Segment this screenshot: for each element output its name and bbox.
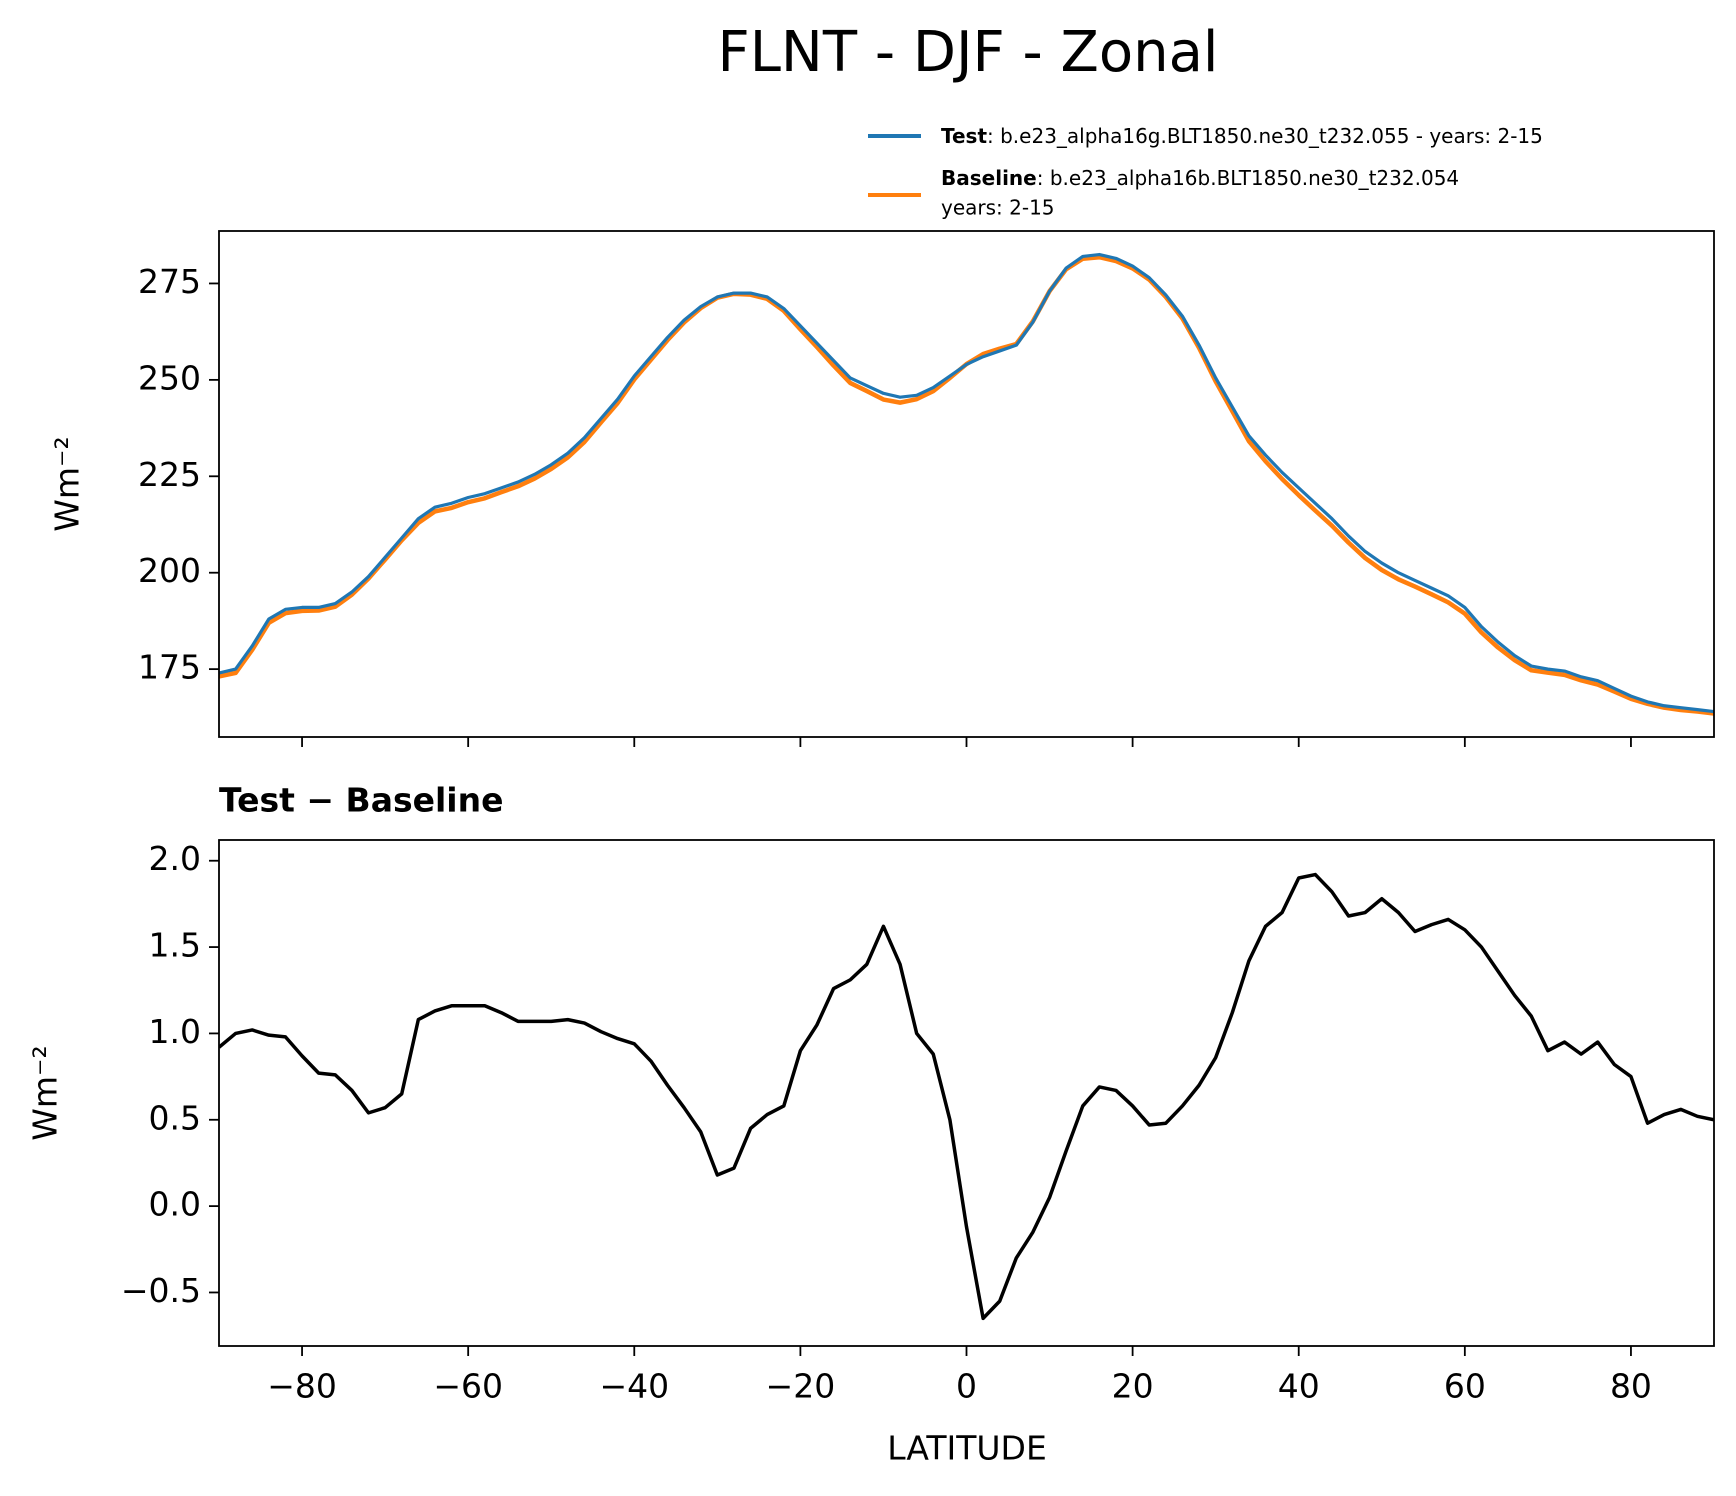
legend-entry: Test: b.e23_alpha16g.BLT1850.ne30_t232.0… [941, 124, 1543, 148]
figure-title: FLNT - DJF - Zonal [718, 20, 1219, 85]
y-tick-label: 275 [138, 262, 201, 301]
x-tick-label: 80 [1610, 1367, 1652, 1406]
data-line [219, 252, 1714, 714]
x-tick-label: −20 [766, 1367, 836, 1406]
y-tick-label: 0.5 [149, 1098, 201, 1137]
x-tick-label: −80 [267, 1367, 337, 1406]
legend: Test: b.e23_alpha16g.BLT1850.ne30_t232.0… [868, 124, 1543, 220]
subplot-title: Test − Baseline [219, 781, 504, 820]
y-tick-label: 175 [138, 648, 201, 687]
x-tick-label: 20 [1112, 1367, 1154, 1406]
y-tick-label: 250 [138, 358, 201, 397]
y-axis-label: Wm⁻² [48, 436, 87, 531]
legend-description: years: 2-15 [941, 196, 1055, 220]
x-tick-label: 0 [956, 1367, 977, 1406]
legend-description: : b.e23_alpha16b.BLT1850.ne30_t232.054 [1037, 166, 1459, 190]
x-tick-label: 60 [1444, 1367, 1486, 1406]
legend-name: Test [941, 124, 987, 148]
plot-frame [218, 230, 1715, 738]
y-tick-label: 2.0 [149, 839, 201, 878]
y-tick-label: 1.5 [149, 926, 201, 965]
legend-description: : b.e23_alpha16g.BLT1850.ne30_t232.055 -… [987, 124, 1543, 148]
legend-name: Baseline [941, 166, 1037, 190]
x-axis-label: LATITUDE [887, 1429, 1047, 1468]
x-tick-label: −60 [433, 1367, 503, 1406]
data-line [219, 872, 1714, 1321]
legend-entry: Baseline: b.e23_alpha16b.BLT1850.ne30_t2… [941, 166, 1459, 190]
plot-frame [218, 839, 1715, 1347]
y-tick-label: 225 [138, 455, 201, 494]
x-tick-label: 40 [1278, 1367, 1320, 1406]
y-tick-label: 0.0 [149, 1185, 201, 1224]
y-tick-label: 1.0 [149, 1012, 201, 1051]
y-axis-label: Wm⁻² [26, 1045, 65, 1140]
y-tick-label: −0.5 [121, 1271, 201, 1310]
x-tick-label: −40 [599, 1367, 669, 1406]
data-line [219, 254, 1714, 716]
y-tick-label: 200 [138, 551, 201, 590]
